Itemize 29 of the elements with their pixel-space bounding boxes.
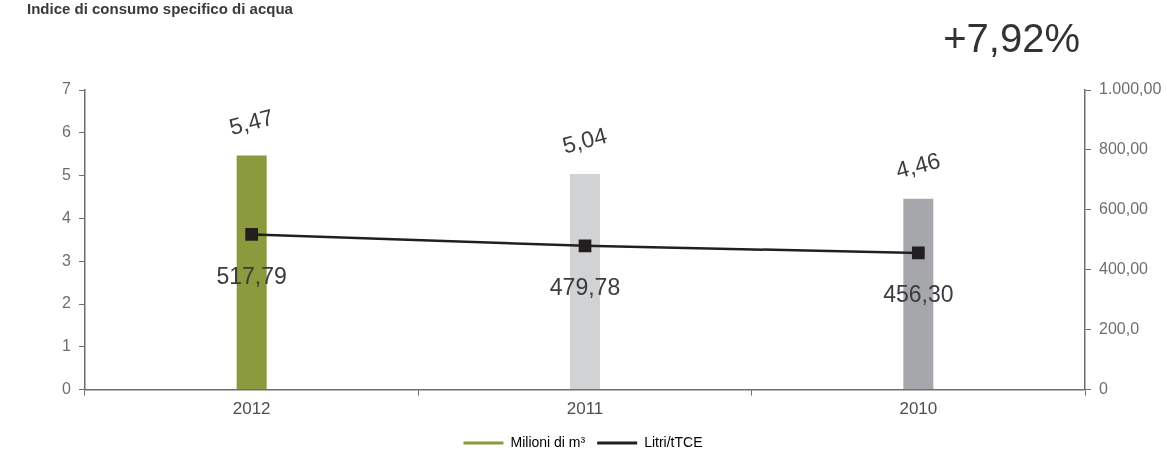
text: +7,92% — [943, 16, 1080, 60]
y2-tick-label: 1.000,00 — [1099, 80, 1162, 98]
y-tick-label: 7 — [62, 80, 72, 98]
x-tick-label: 2010 — [899, 399, 938, 419]
y-tick-label: 4 — [62, 208, 72, 226]
data-label: 5,04 — [559, 121, 610, 159]
y2-tick-label: 200,0 — [1099, 320, 1140, 338]
y-tick-label: 0 — [62, 380, 72, 398]
data-label: 4,46 — [892, 146, 943, 184]
y2-tick-label: 400,00 — [1099, 260, 1149, 278]
point — [245, 228, 259, 241]
legend-label: Litri/tTCE — [644, 433, 703, 450]
x-tick-label: 2011 — [566, 399, 604, 419]
point — [911, 246, 925, 260]
y-tick-label: 6 — [62, 123, 72, 141]
y2-tick-label: 0 — [1099, 380, 1108, 398]
y2-tick-label: 600,00 — [1099, 200, 1149, 218]
chart-title: Indice di consumo specifico di acqua — [27, 0, 293, 17]
y2-tick-label: 800,00 — [1099, 140, 1149, 158]
point — [578, 239, 592, 253]
y-tick-label: 3 — [62, 251, 72, 269]
y-tick-label: 2 — [62, 294, 72, 312]
y-tick-label: 5 — [62, 166, 72, 184]
x-tick-label: 2012 — [232, 399, 271, 419]
y-tick-label: 1 — [62, 337, 72, 355]
data-label: 5,47 — [226, 103, 277, 141]
legend-label: Milioni di m³ — [510, 433, 586, 450]
data-label: 479,78 — [549, 274, 621, 301]
data-label: 456,30 — [883, 281, 954, 308]
